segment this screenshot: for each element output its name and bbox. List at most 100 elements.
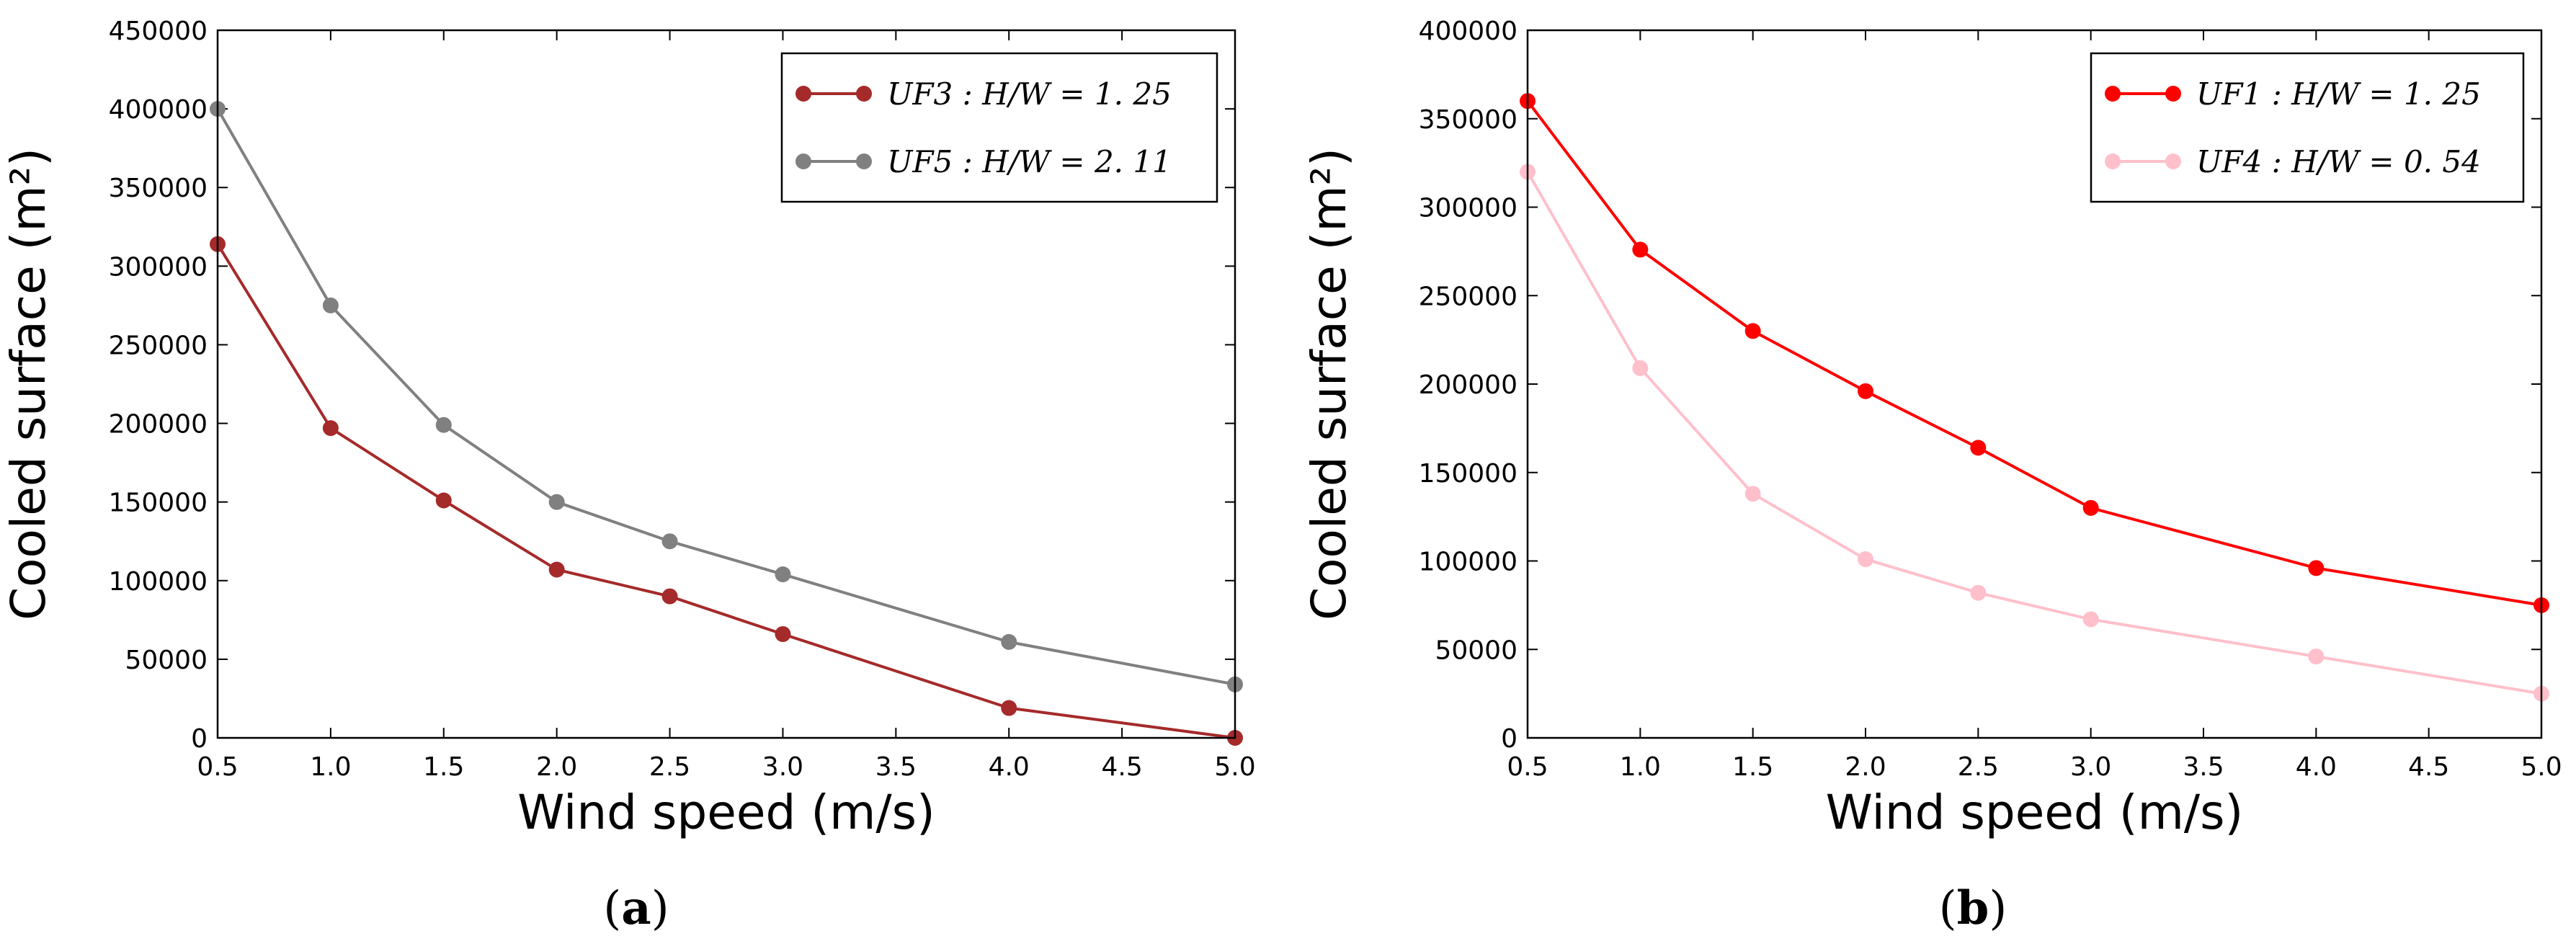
data-point [435, 492, 452, 509]
data-point [1970, 440, 1987, 456]
x-tick-label: 1.0 [1620, 752, 1661, 782]
caption-paren-close: ) [1989, 882, 2007, 935]
legend-label: UF4 : H/W = 0. 54 [2196, 144, 2481, 179]
data-point [2082, 611, 2099, 628]
y-tick-label: 150000 [1419, 459, 1517, 489]
legend-marker [856, 153, 872, 169]
legend-marker [795, 153, 811, 169]
data-point [548, 494, 565, 510]
series-line-1 [216, 243, 1236, 739]
data-point [1632, 241, 1649, 258]
series-line-2 [1526, 171, 2542, 695]
y-tick-label: 300000 [1419, 194, 1517, 223]
legend-marker [2165, 153, 2181, 169]
series-line-2 [216, 108, 1236, 686]
y-tick-label: 0 [1501, 724, 1517, 754]
legend-marker [2105, 153, 2121, 169]
x-tick-label: 2.0 [1845, 752, 1886, 782]
legend-label: UF1 : H/W = 1. 25 [2196, 76, 2481, 112]
y-tick-label: 350000 [1419, 105, 1517, 135]
legend-marker [856, 86, 872, 102]
panel-a: 0.5 1.0 1.5 2.0 2.5 3.0 3.5 4.0 4.5 5.0 0 50000 1000… [1, 17, 1256, 935]
x-tick-label: 2.5 [1958, 752, 1999, 782]
y-tick-label: 100000 [1419, 548, 1517, 577]
y-tick-label: 300000 [109, 252, 208, 282]
plot-frame [216, 29, 1236, 739]
x-tick-label: 4.5 [1101, 752, 1142, 782]
data-point [775, 625, 791, 642]
legend-label: UF3 : H/W = 1. 25 [887, 76, 1172, 112]
y-tick-label: 150000 [109, 489, 208, 518]
x-axis-title: Wind speed (m/s) [1826, 785, 2244, 840]
x-tick-label: 1.5 [423, 752, 464, 782]
x-tick-label: 4.0 [2296, 752, 2337, 782]
x-tick-label: 0.5 [1507, 752, 1548, 782]
y-tick-label: 200000 [1419, 370, 1517, 400]
data-point [2308, 560, 2325, 576]
series-line-1 [1526, 99, 2542, 607]
data-point [1001, 700, 1017, 716]
x-tick-label: 3.0 [762, 752, 803, 782]
x-tick-label: 0.5 [197, 752, 238, 782]
x-tick-label: 1.5 [1732, 752, 1773, 782]
legend-marker [2105, 86, 2121, 102]
y-axis-title: Cooled surface (m²) [1301, 148, 1357, 620]
data-point [2082, 499, 2099, 516]
y-tick-label: 400000 [109, 95, 208, 125]
data-point [1970, 584, 1987, 601]
y-tick-label: 200000 [109, 410, 208, 440]
y-tick-label: 400000 [1419, 17, 1517, 46]
y-tick-label: 450000 [109, 17, 208, 46]
data-point [548, 561, 565, 578]
data-point [661, 533, 678, 550]
y-tick-label: 0 [191, 724, 208, 754]
legend: UF3 : H/W = 1. 25 UF5 : H/W = 2. 11 [780, 52, 1218, 203]
data-point [1001, 633, 1017, 650]
x-tick-label: 3.5 [875, 752, 917, 782]
y-tick-label: 50000 [1435, 636, 1517, 665]
y-axis-title: Cooled surface (m²) [1, 148, 56, 620]
data-point [2308, 649, 2325, 665]
x-axis-title: Wind speed (m/s) [517, 785, 935, 840]
caption-paren-close: ) [651, 882, 669, 935]
legend-marker [2165, 86, 2181, 102]
legend-marker [795, 86, 811, 102]
y-tick-label: 100000 [109, 567, 208, 597]
data-point [435, 416, 452, 433]
caption-letter: b [1957, 881, 1989, 935]
legend: UF1 : H/W = 1. 25 UF4 : H/W = 0. 54 [2090, 52, 2525, 203]
x-tick-label: 2.5 [649, 752, 690, 782]
legend-box [780, 52, 1218, 203]
caption-letter: a [621, 881, 651, 935]
x-tick-label: 3.5 [2183, 752, 2224, 782]
panel-b: 0.5 1.0 1.5 2.0 2.5 3.0 3.5 4.0 4.5 5.0 0 50000 1000… [1301, 17, 2562, 935]
x-tick-label: 5.0 [2521, 752, 2562, 782]
caption-paren-open: ( [603, 882, 621, 935]
panel-caption: (a) [603, 881, 669, 935]
y-tick-label: 350000 [109, 174, 208, 203]
legend-box [2090, 52, 2525, 203]
data-point [1858, 383, 1873, 399]
caption-paren-open: ( [1939, 882, 1957, 935]
y-tick-label: 250000 [1419, 282, 1517, 311]
x-tick-label: 2.0 [536, 752, 577, 782]
x-tick-label: 5.0 [1214, 752, 1255, 782]
panel-caption: (b) [1939, 881, 2007, 935]
data-point [661, 588, 678, 605]
x-tick-label: 4.5 [2408, 752, 2449, 782]
data-point [1744, 486, 1761, 502]
legend-label: UF5 : H/W = 2. 11 [887, 144, 1172, 179]
y-tick-label: 250000 [109, 331, 208, 360]
data-point [322, 297, 339, 313]
data-point [1744, 323, 1761, 339]
x-tick-label: 4.0 [989, 752, 1030, 782]
y-tick-label: 50000 [125, 646, 208, 675]
data-point [1858, 551, 1873, 568]
plot-frame [1526, 29, 2543, 739]
x-tick-label: 3.0 [2070, 752, 2111, 782]
data-point [775, 566, 791, 583]
data-point [1632, 360, 1649, 376]
x-tick-label: 1.0 [310, 752, 351, 782]
data-point [322, 420, 339, 437]
